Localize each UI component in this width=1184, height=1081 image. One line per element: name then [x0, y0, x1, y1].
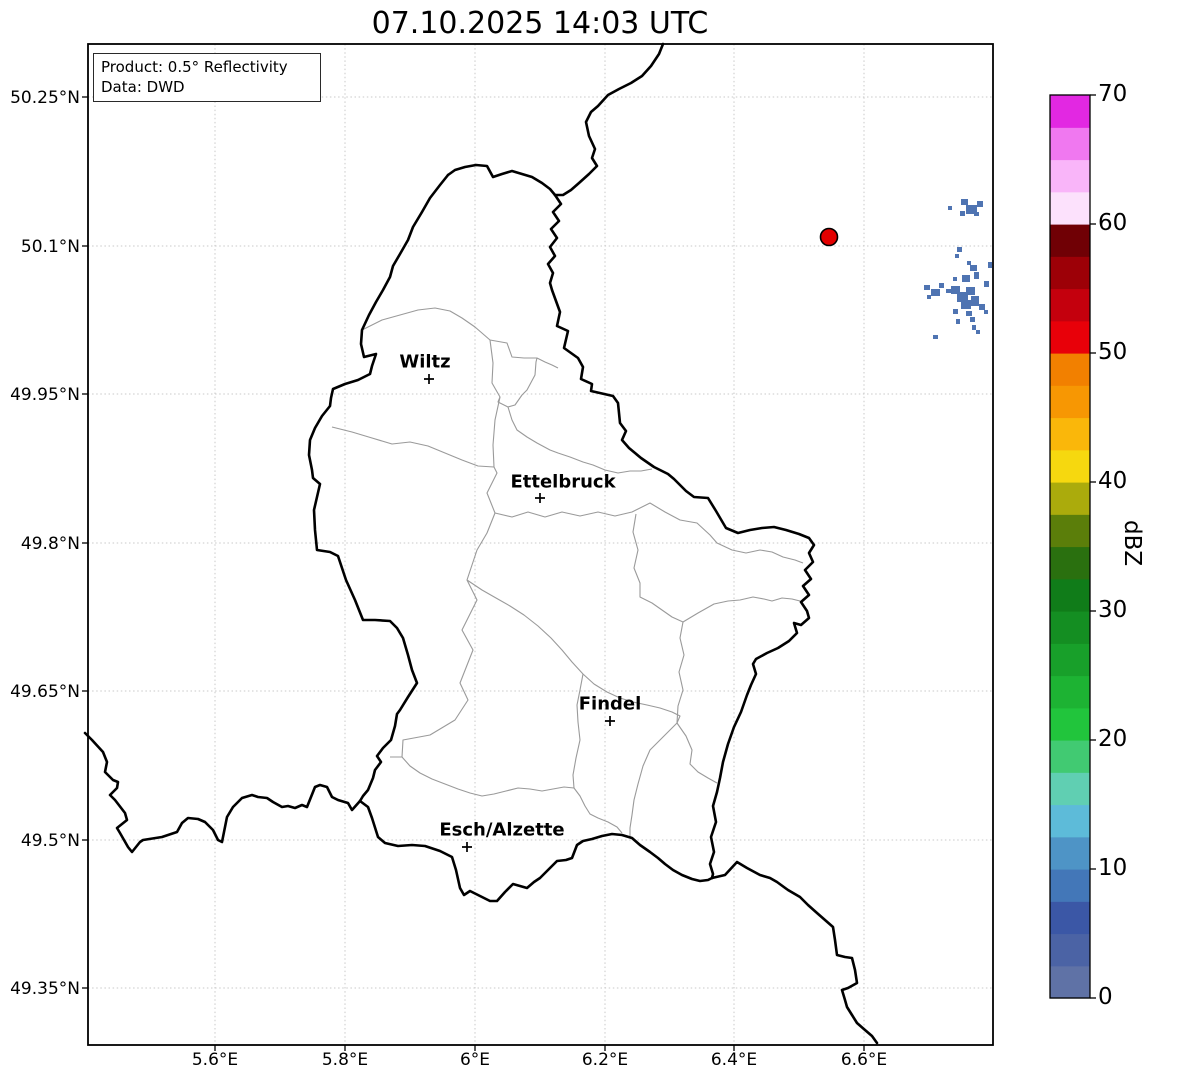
colorbar-tick-label: 20	[1098, 726, 1128, 752]
city-marker-findel	[605, 716, 615, 726]
colorbar-tick-label: 30	[1098, 597, 1128, 623]
colorbar-tick-label: 0	[1098, 984, 1113, 1010]
info-box-datasource: Data: DWD	[101, 78, 185, 96]
canton-borders	[331, 307, 804, 838]
y-tick-label: 49.8°N	[20, 534, 80, 554]
x-tick-label: 6.2°E	[581, 1050, 629, 1070]
colorbar-tick-label: 50	[1098, 339, 1128, 365]
y-tick-label: 49.35°N	[10, 979, 80, 999]
x-tick-label: 5.6°E	[191, 1050, 239, 1070]
radar-echo-pixels	[924, 199, 992, 339]
colorbar-tick-label: 10	[1098, 855, 1128, 881]
colorbar-tick-label: 40	[1098, 468, 1128, 494]
y-tick-label: 49.5°N	[20, 831, 80, 851]
colorbar-axis-label: dBZ	[1119, 520, 1145, 567]
luxembourg-east-border	[546, 193, 816, 880]
colorbar-tick-label: 60	[1098, 210, 1128, 236]
gridlines	[88, 44, 993, 1045]
radar-red-marker	[819, 227, 839, 247]
x-tick-label: 6.6°E	[840, 1050, 888, 1070]
city-markers	[424, 374, 615, 852]
city-label-wiltz: Wiltz	[399, 351, 451, 373]
luxembourg-west-border	[307, 173, 450, 803]
map-frame	[87, 43, 994, 1046]
y-tick-label: 49.65°N	[10, 682, 80, 702]
info-box-product: Product: 0.5° Reflectivity	[101, 58, 288, 76]
axis-tick-marks	[82, 96, 865, 1051]
france-germany-border	[710, 860, 879, 1045]
city-marker-esch	[462, 842, 472, 852]
city-label-findel: Findel	[578, 693, 642, 715]
country-borders	[83, 42, 879, 1045]
y-tick-label: 50.25°N	[10, 88, 80, 108]
y-tick-label: 50.1°N	[20, 237, 80, 257]
colorbar-tick-marks	[1090, 94, 1096, 999]
x-tick-label: 6°E	[459, 1050, 491, 1070]
y-tick-label: 49.95°N	[10, 385, 80, 405]
france-belgium-border	[83, 731, 362, 854]
city-label-ettelbruck: Ettelbruck	[510, 471, 616, 493]
city-marker-wiltz	[424, 374, 434, 384]
luxembourg-north-border	[446, 163, 557, 197]
x-tick-label: 5.8°E	[321, 1050, 369, 1070]
city-label-esch: Esch/Alzette	[439, 819, 565, 841]
x-tick-label: 6.4°E	[710, 1050, 758, 1070]
colorbar-segments	[1050, 95, 1090, 999]
belgium-germany-border	[553, 42, 665, 197]
colorbar-tick-label: 70	[1098, 81, 1128, 107]
info-box: Product: 0.5° Reflectivity Data: DWD	[93, 53, 321, 102]
page-title: 07.10.2025 14:03 UTC	[371, 6, 709, 41]
colorbar-frame	[1049, 94, 1091, 999]
luxembourg-south-border	[358, 799, 714, 903]
city-marker-ettelbruck	[535, 493, 545, 503]
